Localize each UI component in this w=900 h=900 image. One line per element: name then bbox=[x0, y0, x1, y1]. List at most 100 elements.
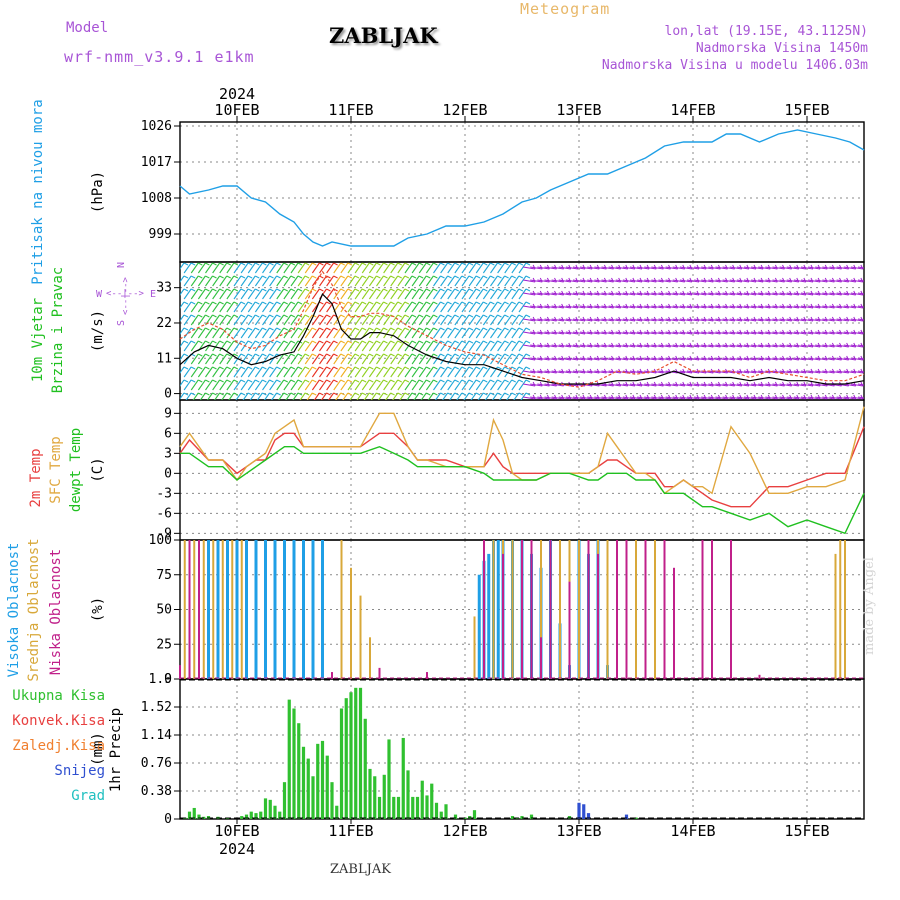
wind-barb bbox=[269, 301, 274, 305]
wind-barb bbox=[180, 288, 185, 296]
wind-barb bbox=[447, 379, 456, 391]
wind-barb bbox=[615, 279, 628, 283]
wind-barb bbox=[725, 368, 728, 374]
wind-barb bbox=[725, 277, 728, 283]
wind-barb bbox=[589, 368, 593, 374]
wind-barb bbox=[468, 366, 477, 378]
wind-barb bbox=[306, 392, 313, 400]
wind-barb bbox=[696, 290, 700, 296]
wind-barb bbox=[803, 264, 807, 270]
wind-barb bbox=[565, 357, 578, 361]
wind-barb bbox=[233, 327, 239, 331]
wind-barb bbox=[853, 316, 857, 322]
wind-barb bbox=[347, 275, 356, 287]
wind-barb bbox=[340, 353, 345, 357]
wind-barb bbox=[682, 316, 686, 322]
wind-barb bbox=[333, 379, 342, 391]
wind-barb bbox=[722, 318, 735, 322]
wind-barb bbox=[276, 275, 281, 279]
wind-barb bbox=[710, 368, 714, 374]
wind-barb bbox=[782, 342, 785, 348]
wind-barb bbox=[249, 392, 256, 400]
wind-barb bbox=[440, 275, 445, 279]
wind-barb bbox=[846, 329, 850, 335]
wind-barb bbox=[290, 366, 296, 370]
wind-barb bbox=[283, 262, 292, 274]
wind-barb bbox=[183, 327, 192, 339]
wind-barb bbox=[565, 344, 578, 348]
wind-barb bbox=[333, 353, 342, 365]
wind-barb bbox=[625, 303, 629, 309]
wind-barb bbox=[411, 301, 417, 305]
wind-barb bbox=[304, 340, 310, 344]
wind-barb bbox=[786, 396, 799, 400]
wind-barb bbox=[497, 327, 506, 339]
wind-barb bbox=[240, 327, 249, 339]
wind-barb bbox=[589, 355, 593, 361]
wind-barb bbox=[269, 327, 278, 339]
precip-bar bbox=[249, 811, 253, 819]
wind-barb bbox=[447, 262, 456, 274]
wind-barb bbox=[440, 275, 449, 287]
wind-barb bbox=[190, 314, 196, 318]
wind-barb bbox=[369, 275, 374, 279]
wind-barb bbox=[839, 303, 842, 309]
wind-barb bbox=[594, 370, 607, 374]
wind-barb bbox=[743, 331, 757, 335]
wind-barb bbox=[644, 370, 657, 374]
wind-barb bbox=[183, 301, 192, 313]
wind-barb bbox=[212, 262, 221, 274]
wind-barb bbox=[544, 344, 557, 348]
wind-barb bbox=[594, 318, 607, 322]
wind-barb bbox=[497, 314, 502, 318]
wind-barb bbox=[810, 342, 814, 348]
wind-barb bbox=[434, 392, 441, 400]
wind-barb bbox=[198, 340, 203, 344]
wind-barb bbox=[722, 344, 735, 348]
wind-barb bbox=[701, 292, 714, 296]
wind-barb bbox=[183, 262, 189, 266]
wind-barb bbox=[793, 318, 806, 322]
y-tick-label: 1.9 bbox=[149, 672, 172, 687]
wind-barb bbox=[354, 275, 363, 287]
wind-barb bbox=[205, 327, 213, 339]
cloud-bar bbox=[207, 540, 210, 679]
wind-barb bbox=[497, 353, 502, 357]
wind-barb bbox=[682, 381, 686, 387]
wind-barb bbox=[568, 342, 572, 348]
wind-barb bbox=[247, 353, 256, 365]
wind-barb bbox=[433, 301, 441, 313]
wind-barb bbox=[651, 305, 664, 309]
wind-barb bbox=[793, 383, 806, 387]
wind-barb bbox=[319, 275, 327, 287]
wind-barb bbox=[255, 327, 260, 331]
wind-barb bbox=[454, 340, 459, 344]
wind-barb bbox=[817, 290, 821, 296]
wind-barb bbox=[397, 327, 402, 331]
wind-barb bbox=[233, 288, 239, 292]
wind-barb bbox=[228, 392, 235, 400]
wind-barb bbox=[499, 392, 506, 400]
wind-barb bbox=[829, 396, 842, 400]
wind-barb bbox=[758, 279, 771, 283]
y-tick-label: 1026 bbox=[141, 119, 172, 134]
wind-barb bbox=[511, 379, 520, 391]
wind-barb bbox=[732, 290, 736, 296]
wind-barb bbox=[546, 277, 550, 283]
panel-frame bbox=[179, 678, 865, 820]
wind-barb bbox=[269, 275, 278, 287]
wind-barb bbox=[725, 264, 728, 270]
wind-barb bbox=[440, 366, 449, 378]
wind-barb bbox=[736, 370, 749, 374]
wind-barb bbox=[701, 357, 714, 361]
wind-barb bbox=[426, 366, 431, 370]
wind-barb bbox=[347, 327, 353, 331]
wind-barb bbox=[368, 275, 377, 287]
wind-barb bbox=[629, 344, 643, 348]
wind-barb bbox=[629, 279, 643, 283]
wind-barb bbox=[454, 366, 459, 370]
wind-barb bbox=[582, 303, 586, 309]
wind-barb bbox=[846, 303, 850, 309]
wind-barb bbox=[603, 277, 607, 283]
wind-barb bbox=[580, 279, 593, 283]
